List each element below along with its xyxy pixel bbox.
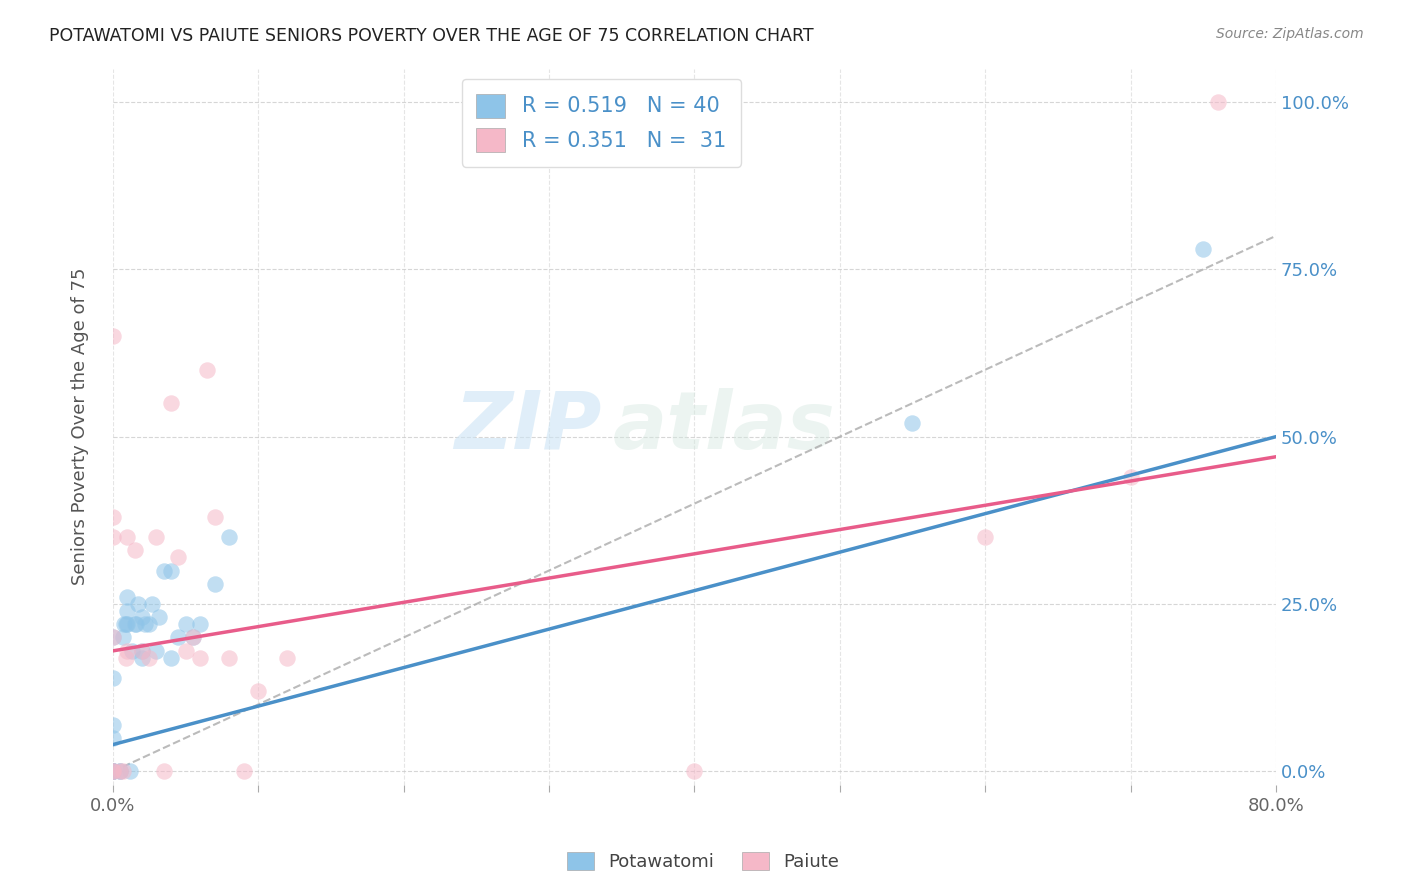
Point <box>101 510 124 524</box>
Point <box>115 617 138 632</box>
Point <box>101 329 124 343</box>
Point <box>148 610 170 624</box>
Point <box>101 764 124 779</box>
Point <box>167 631 190 645</box>
Point <box>101 631 124 645</box>
Point <box>160 650 183 665</box>
Text: ZIP: ZIP <box>454 388 602 466</box>
Point <box>131 610 153 624</box>
Point <box>120 764 142 779</box>
Point <box>1119 470 1142 484</box>
Point <box>141 597 163 611</box>
Point <box>131 644 153 658</box>
Point <box>108 764 131 779</box>
Text: Source: ZipAtlas.com: Source: ZipAtlas.com <box>1216 27 1364 41</box>
Legend: R = 0.519   N = 40, R = 0.351   N =  31: R = 0.519 N = 40, R = 0.351 N = 31 <box>461 78 741 167</box>
Point <box>152 564 174 578</box>
Point <box>174 617 197 632</box>
Y-axis label: Seniors Poverty Over the Age of 75: Seniors Poverty Over the Age of 75 <box>72 268 89 585</box>
Point <box>101 731 124 745</box>
Point <box>108 764 131 779</box>
Point <box>108 764 131 779</box>
Point <box>138 617 160 632</box>
Point <box>152 764 174 779</box>
Point <box>117 644 139 658</box>
Point <box>181 631 204 645</box>
Point <box>1206 95 1229 109</box>
Point <box>174 644 197 658</box>
Point <box>145 530 167 544</box>
Point <box>112 631 135 645</box>
Point <box>901 417 924 431</box>
Point <box>247 684 270 698</box>
Point <box>276 650 298 665</box>
Point <box>101 764 124 779</box>
Point <box>117 604 139 618</box>
Point <box>101 764 124 779</box>
Point <box>117 530 139 544</box>
Point <box>160 396 183 410</box>
Point <box>232 764 254 779</box>
Point <box>112 764 135 779</box>
Point <box>131 650 153 665</box>
Point <box>124 617 146 632</box>
Point <box>114 617 136 632</box>
Point <box>115 650 138 665</box>
Text: atlas: atlas <box>613 388 835 466</box>
Point <box>125 617 148 632</box>
Text: POTAWATOMI VS PAIUTE SENIORS POVERTY OVER THE AGE OF 75 CORRELATION CHART: POTAWATOMI VS PAIUTE SENIORS POVERTY OVE… <box>49 27 814 45</box>
Point <box>188 617 211 632</box>
Point <box>195 363 218 377</box>
Point <box>145 644 167 658</box>
Point <box>974 530 997 544</box>
Point <box>101 717 124 731</box>
Point <box>204 577 226 591</box>
Point <box>131 644 153 658</box>
Point <box>218 530 240 544</box>
Point <box>101 764 124 779</box>
Point <box>218 650 240 665</box>
Point <box>101 764 124 779</box>
Point <box>1192 242 1215 256</box>
Point <box>101 530 124 544</box>
Point <box>188 650 211 665</box>
Point <box>121 644 143 658</box>
Point <box>181 631 204 645</box>
Legend: Potawatomi, Paiute: Potawatomi, Paiute <box>560 845 846 879</box>
Point <box>167 550 190 565</box>
Point <box>138 650 160 665</box>
Point <box>101 671 124 685</box>
Point <box>117 591 139 605</box>
Point <box>204 510 226 524</box>
Point <box>127 597 149 611</box>
Point <box>101 631 124 645</box>
Point <box>124 543 146 558</box>
Point <box>683 764 706 779</box>
Point <box>134 617 156 632</box>
Point <box>160 564 183 578</box>
Point <box>117 617 139 632</box>
Point <box>101 764 124 779</box>
